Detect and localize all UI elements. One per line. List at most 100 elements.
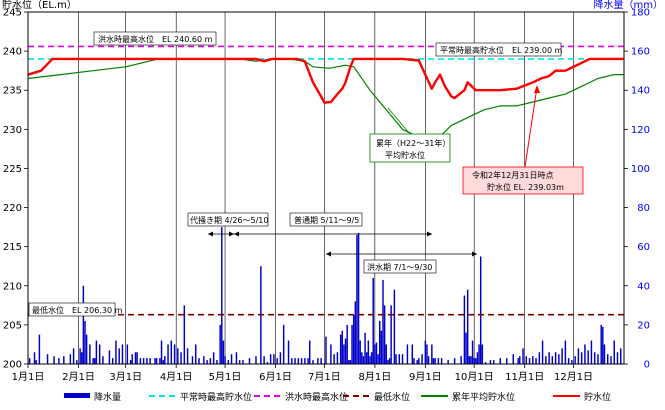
precip-bar — [476, 352, 479, 364]
precip-bar — [587, 350, 589, 364]
precip-bar — [468, 356, 471, 364]
precip-bar — [606, 354, 609, 364]
precip-bar — [421, 354, 423, 364]
precip-bar — [506, 358, 508, 364]
annotation-average-text-2: 平均貯水位 — [385, 150, 425, 160]
y-left-tick-label: 210 — [3, 281, 22, 292]
precip-bar — [388, 358, 391, 364]
period-normal: 普通期 5/11～9/5 — [234, 212, 432, 237]
y-left-tick-label: 235 — [3, 86, 22, 97]
precip-bar — [206, 360, 208, 364]
precip-bar — [395, 354, 397, 364]
precip-bar — [154, 358, 156, 364]
precip-bar — [475, 358, 477, 364]
legend-item-min-level: 最低水位 — [343, 391, 410, 403]
annotation-current: 令和2年12月31日時点 貯水位 EL. 239.03m — [462, 85, 584, 195]
precip-bar — [393, 289, 396, 364]
precip-bar — [81, 352, 83, 364]
precip-bar — [339, 334, 342, 364]
precip-bar — [426, 344, 428, 364]
precip-bar — [517, 358, 519, 364]
precip-bar — [58, 358, 60, 364]
precip-bar — [463, 295, 466, 364]
precip-bar — [593, 352, 596, 364]
legend-label-precip: 降水量 — [94, 391, 121, 403]
period-flood: 洪水期 7/1～9/30 — [326, 251, 477, 274]
legend-label-flood-max: 洪水時最高水位 — [285, 391, 348, 403]
precip-bar — [382, 279, 384, 364]
precip-bar — [325, 336, 327, 364]
precip-bar — [610, 356, 612, 364]
precip-bar — [406, 344, 409, 364]
precip-bar — [82, 285, 85, 364]
precip-bar — [411, 344, 414, 364]
precip-bar — [89, 344, 91, 364]
precip-bar — [84, 320, 86, 364]
precip-bar — [460, 356, 462, 364]
x-tick-label: 5月1日 — [209, 371, 242, 383]
precip-bar — [471, 340, 474, 364]
y-left-tick-label: 245 — [3, 8, 22, 19]
precip-bar — [248, 358, 251, 364]
precip-bar — [379, 320, 381, 364]
precip-bar — [616, 352, 619, 364]
legend-label-level: 貯水位 — [584, 391, 611, 403]
precip-bar — [385, 344, 387, 364]
precip-bar — [235, 352, 238, 364]
annotation-average: 累年（H22～31年） 平均貯水位 — [369, 107, 451, 163]
x-tick-label: 9月1日 — [409, 371, 442, 383]
legend-label-normal-max: 平常時最高貯水位 — [180, 391, 252, 403]
precip-bar — [348, 360, 350, 364]
precip-bar — [191, 356, 194, 364]
precip-bar — [603, 344, 606, 364]
x-tick-label: 4月1日 — [160, 371, 193, 383]
precip-bar — [276, 358, 278, 364]
precip-bar — [390, 305, 392, 364]
precip-bar — [330, 344, 332, 364]
precip-bar — [357, 232, 360, 364]
precip-bar — [346, 324, 348, 364]
precip-bar — [121, 344, 124, 364]
precip-bar — [63, 356, 65, 364]
precip-bar — [287, 340, 290, 364]
precip-bar — [69, 354, 72, 364]
precip-bar — [273, 354, 275, 364]
precip-bar — [532, 356, 534, 364]
precip-bar — [481, 344, 484, 364]
precip-bar — [387, 360, 389, 364]
x-tick-label: 6月1日 — [259, 371, 292, 383]
precip-bar — [177, 348, 179, 364]
precip-bar — [212, 352, 215, 364]
precip-bar — [307, 358, 309, 364]
precip-bar — [580, 352, 583, 364]
precip-bar — [308, 340, 311, 364]
precip-bar — [129, 360, 132, 364]
precip-bar — [554, 352, 557, 364]
precip-bar — [522, 348, 524, 364]
x-tick-label: 3月1日 — [109, 371, 142, 383]
precip-bar — [597, 354, 599, 364]
precip-bar — [352, 315, 355, 364]
y-axis-left-ticks: 200 205 210 215 220 225 230 235 240 245 — [3, 8, 28, 371]
precip-bar — [164, 356, 166, 364]
precip-bar — [155, 358, 158, 364]
annotation-current-text-2: 貯水位 EL. 239.03m — [487, 182, 564, 192]
precipitation-bars — [28, 227, 622, 364]
precip-bar — [126, 344, 129, 364]
precip-bar — [372, 277, 374, 364]
precip-bar — [545, 356, 547, 364]
precip-bar — [115, 340, 117, 364]
precip-bar — [558, 354, 560, 364]
precip-bar — [440, 358, 443, 364]
precip-bar — [85, 334, 88, 364]
precip-bar — [333, 354, 335, 364]
precip-bar — [584, 344, 586, 364]
y-right-tick-label: 60 — [637, 242, 650, 253]
precip-bar — [92, 358, 94, 364]
annotation-normal-max: 平常時最高貯水位 EL 239.00 m — [435, 42, 563, 57]
precip-bar — [312, 360, 314, 364]
precip-bar — [577, 348, 580, 364]
y-right-tick-label: 100 — [631, 164, 650, 175]
precip-bar — [98, 344, 101, 364]
legend-label-average: 累年平均貯水位 — [452, 391, 515, 403]
